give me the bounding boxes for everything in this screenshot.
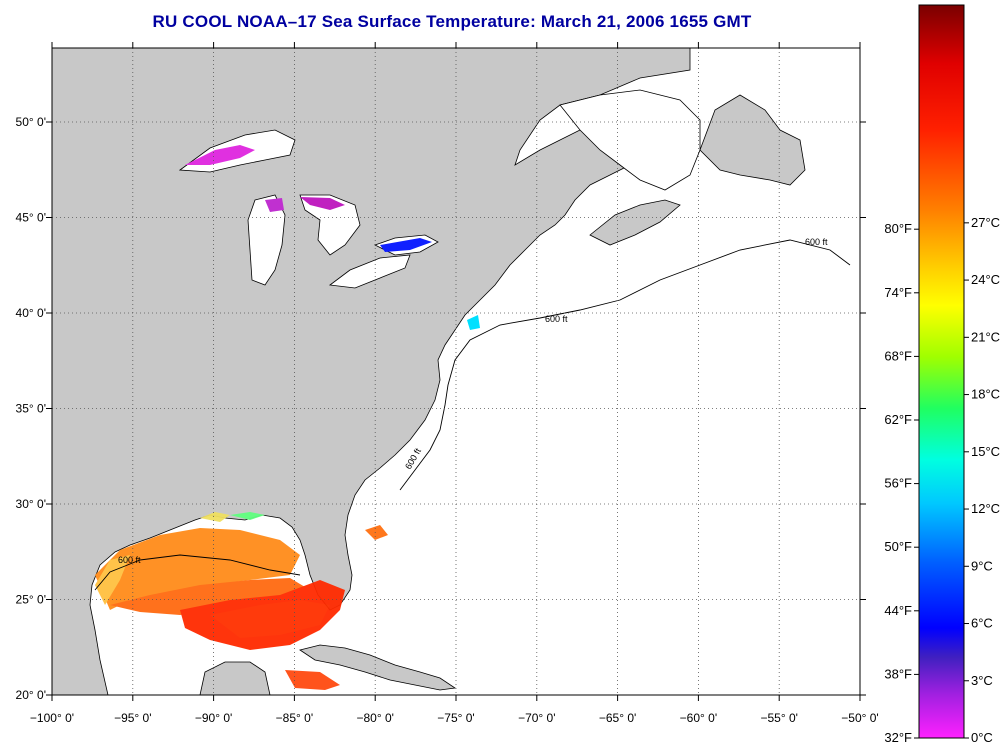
isobath-600ft [399, 239, 851, 491]
isobath-600ft-gulf [94, 554, 301, 591]
map-title: RU COOL NOAA–17 Sea Surface Temperature:… [152, 12, 752, 31]
sst-nyc-bight [467, 315, 480, 330]
colorbar-f-label: 56°F [884, 476, 912, 491]
colorbar-f-label: 80°F [884, 221, 912, 236]
colorbar-c-label: 6°C [971, 616, 993, 631]
contour-label: 600 ft [805, 237, 828, 247]
graticule [52, 48, 860, 695]
longitude-label: −95° 0' [114, 711, 151, 725]
colorbar-c-label: 15°C [971, 444, 1000, 459]
sst-lake-michigan [265, 198, 284, 212]
colorbar-c-label: 9°C [971, 558, 993, 573]
colorbar-f-label: 50°F [884, 539, 912, 554]
frame-ticks [46, 42, 866, 701]
colorbar-fahrenheit-labels: 80°F 74°F 68°F 62°F 56°F 50°F 44°F 38°F 32°F [884, 221, 912, 745]
colorbar-c-label: 24°C [971, 272, 1000, 287]
colorbar-c-label: 12°C [971, 501, 1000, 516]
land-cuba [299, 644, 457, 691]
contour-label: 600 ft [118, 555, 141, 565]
colorbar-f-label: 68°F [884, 348, 912, 363]
latitude-labels: 50° 0' 45° 0' 40° 0' 35° 0' 30° 0' 25° 0' 20° … [16, 115, 46, 702]
contour-label: 600 ft [545, 314, 568, 324]
colorbar-ticks [914, 222, 969, 739]
land-yucatan [199, 661, 271, 695]
land-newfoundland [699, 94, 806, 186]
colorbar-f-label: 74°F [884, 285, 912, 300]
latitude-label: 35° 0' [16, 402, 46, 416]
colorbar-f-label: 32°F [884, 730, 912, 745]
longitude-label: −100° 0' [30, 711, 74, 725]
sst-lake-huron [300, 197, 345, 210]
colorbar-c-label: 3°C [971, 673, 993, 688]
lake-erie [328, 254, 411, 289]
longitude-label: −65° 0' [599, 711, 636, 725]
colorbar-c-label: 0°C [971, 730, 993, 745]
lake-huron [299, 194, 361, 256]
longitude-label: −70° 0' [518, 711, 555, 725]
latitude-label: 20° 0' [16, 688, 46, 702]
latitude-label: 25° 0' [16, 593, 46, 607]
longitude-label: −85° 0' [276, 711, 313, 725]
longitude-label: −90° 0' [195, 711, 232, 725]
longitude-label: −60° 0' [680, 711, 717, 725]
colorbar-celsius-labels: 27°C 24°C 21°C 18°C 15°C 12°C 9°C 6°C 3°C 0°C [971, 215, 1000, 745]
colorbar [918, 4, 965, 739]
gulf-st-lawrence [559, 89, 701, 191]
colorbar-f-label: 38°F [884, 666, 912, 681]
latitude-label: 45° 0' [16, 211, 46, 225]
colorbar-c-label: 27°C [971, 215, 1000, 230]
colorbar-f-label: 62°F [884, 412, 912, 427]
longitude-label: −75° 0' [437, 711, 474, 725]
longitude-label: −50° 0' [841, 711, 878, 725]
sst-gulf-of-mexico [95, 512, 388, 690]
colorbar-f-label: 44°F [884, 603, 912, 618]
longitude-label: −55° 0' [760, 711, 797, 725]
longitude-label: −80° 0' [356, 711, 393, 725]
sst-lake-ontario [380, 238, 432, 252]
sst-lake-superior [185, 145, 255, 165]
latitude-label: 40° 0' [16, 306, 46, 320]
latitude-label: 30° 0' [16, 497, 46, 511]
colorbar-c-label: 18°C [971, 387, 1000, 402]
longitude-labels: −100° 0' −95° 0' −90° 0' −85° 0' −80° 0' −75°… [30, 711, 879, 725]
colorbar-c-label: 21°C [971, 329, 1000, 344]
land-nova-scotia [589, 199, 681, 246]
latitude-label: 50° 0' [16, 115, 46, 129]
